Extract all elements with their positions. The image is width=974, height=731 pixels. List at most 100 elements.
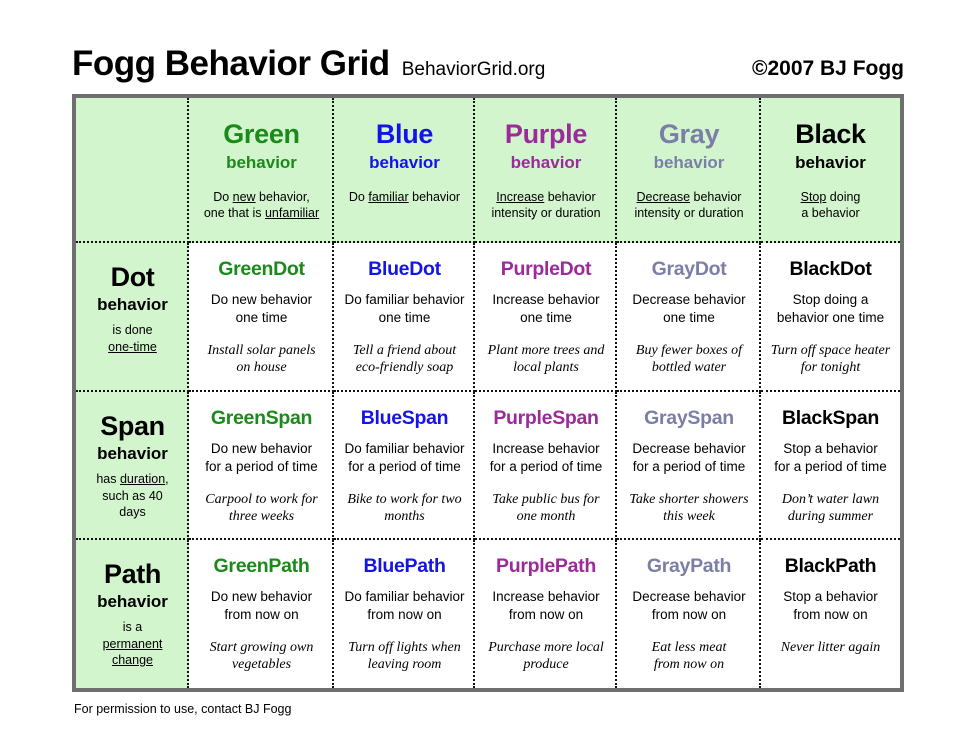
cell-title: GreenPath [213, 555, 310, 577]
grid-cell-bluedot[interactable]: BlueDot Do familiar behavior one time Tell … [334, 243, 475, 392]
column-header-title: Purple [504, 119, 588, 149]
cell-example: Bike to work for two months [347, 491, 462, 525]
page-header: Fogg Behavior Grid BehaviorGrid.org ©200… [72, 44, 904, 90]
cell-title: BlackPath [784, 555, 877, 577]
column-header-blue: Blue behavior Do familiar behavior [334, 98, 475, 243]
column-header-black: Black behavior Stop doing a behavior [761, 98, 900, 243]
cell-description: Decrease behavior from now on [632, 589, 746, 622]
cell-title: BlackSpan [781, 407, 879, 429]
row-header-path: Path behavior is a permanent change [76, 540, 189, 688]
column-header-title: Green [223, 119, 300, 149]
cell-example: Eat less meat from now on [651, 639, 727, 673]
row-header-subtitle: behavior [97, 295, 168, 315]
emphasised-term: permanent [102, 636, 163, 651]
cell-description: Decrease behavior for a period of time [632, 441, 746, 474]
cell-title: PurplePath [496, 555, 596, 577]
cell-title: GraySpan [644, 407, 734, 429]
cell-title: BluePath [363, 555, 446, 577]
cell-example: Never litter again [780, 639, 881, 655]
column-header-description: Decrease behavior intensity or duration [634, 190, 744, 221]
cell-example: Turn off lights when leaving room [348, 639, 461, 673]
emphasised-term: Stop [800, 190, 827, 205]
cell-title: GreenSpan [210, 407, 313, 429]
cell-title: BlueDot [368, 258, 441, 280]
grid-cell-greendot[interactable]: GreenDot Do new behavior one time Install s… [189, 243, 334, 392]
cell-example: Plant more trees and local plants [487, 342, 605, 376]
column-header-description: Do new behavior, one that is unfamiliar [203, 190, 320, 221]
behavior-grid: Green behavior Do new behavior, one that is… [76, 98, 900, 688]
grid-corner-cell [76, 98, 189, 243]
grid-cell-grayspan[interactable]: GraySpan Decrease behavior for a period of… [617, 392, 761, 540]
cell-description: Stop doing a behavior one time [776, 292, 885, 325]
column-header-subtitle: behavior [226, 153, 297, 173]
cell-example: Don’t water lawn during summer [781, 491, 880, 525]
column-header-subtitle: behavior [510, 153, 582, 173]
cell-example: Turn off space heater for tonight [770, 342, 891, 376]
column-header-description: Stop doing a behavior [800, 190, 861, 221]
cell-example: Purchase more local produce [488, 639, 604, 673]
cell-example: Install solar panels on house [207, 342, 316, 376]
cell-title: GrayPath [646, 555, 732, 577]
grid-cell-graypath[interactable]: GrayPath Decrease behavior from now on Eat … [617, 540, 761, 688]
row-header-span: Span behavior has duration, such as 40 days [76, 392, 189, 540]
cell-description: Increase behavior from now on [492, 589, 600, 622]
column-header-title: Black [795, 119, 866, 149]
cell-description: Do familiar behavior for a period of time [344, 441, 465, 474]
grid-cell-blackspan[interactable]: BlackSpan Stop a behavior for a period of … [761, 392, 900, 540]
cell-description: Increase behavior for a period of time [489, 441, 603, 474]
row-header-description: is done one-time [108, 323, 157, 354]
cell-title: BlueSpan [360, 407, 449, 429]
grid-cell-blackdot[interactable]: BlackDot Stop doing a behavior one time Tur… [761, 243, 900, 392]
cell-description: Stop a behavior from now on [783, 589, 878, 622]
grid-cell-bluespan[interactable]: BlueSpan Do familiar behavior for a period… [334, 392, 475, 540]
column-header-description: Do familiar behavior [348, 190, 461, 205]
cell-example: Start growing own vegetables [209, 639, 314, 673]
row-header-description: is a permanent change [102, 620, 163, 668]
cell-description: Stop a behavior for a period of time [774, 441, 887, 474]
column-header-subtitle: behavior [795, 153, 866, 173]
row-header-title: Path [104, 559, 161, 589]
emphasised-term: familiar [368, 190, 409, 205]
column-header-title: Blue [375, 119, 434, 149]
cell-title: BlackDot [789, 258, 872, 280]
column-header-gray: Gray behavior Decrease behavior intensity o… [617, 98, 761, 243]
grid-cell-purpledot[interactable]: PurpleDot Increase behavior one time Plant … [475, 243, 617, 392]
grid-cell-bluepath[interactable]: BluePath Do familiar behavior from now on T… [334, 540, 475, 688]
cell-description: Decrease behavior one time [632, 292, 746, 325]
copyright-notice: ©2007 BJ Fogg [751, 57, 904, 80]
cell-description: Do familiar behavior from now on [344, 589, 465, 622]
cell-description: Do new behavior from now on [210, 589, 313, 622]
column-header-title: Gray [658, 119, 720, 149]
row-header-title: Dot [110, 262, 155, 292]
emphasised-term: Increase [496, 190, 545, 205]
grid-cell-greenspan[interactable]: GreenSpan Do new behavior for a period of … [189, 392, 334, 540]
column-header-purple: Purple behavior Increase behavior intensity… [475, 98, 617, 243]
permission-note: For permission to use, contact BJ Fogg [74, 702, 292, 716]
cell-description: Do new behavior for a period of time [205, 441, 318, 474]
row-header-subtitle: behavior [97, 444, 168, 464]
cell-description: Increase behavior one time [492, 292, 600, 325]
cell-title: PurpleDot [500, 258, 592, 280]
cell-example: Tell a friend about eco-friendly soap [352, 342, 457, 376]
column-header-green: Green behavior Do new behavior, one that is… [189, 98, 334, 243]
cell-title: GreenDot [218, 258, 305, 280]
behavior-grid-frame: Green behavior Do new behavior, one that is… [72, 94, 904, 692]
cell-title: GrayDot [651, 258, 727, 280]
row-header-title: Span [100, 411, 165, 441]
cell-example: Buy fewer boxes of bottled water [635, 342, 743, 376]
emphasised-term: Decrease [636, 190, 691, 205]
grid-cell-greenpath[interactable]: GreenPath Do new behavior from now on Start… [189, 540, 334, 688]
column-header-description: Increase behavior intensity or duration [491, 190, 601, 221]
emphasised-term: one-time [108, 339, 157, 354]
grid-cell-blackpath[interactable]: BlackPath Stop a behavior from now on Never… [761, 540, 900, 688]
grid-cell-graydot[interactable]: GrayDot Decrease behavior one time Buy fewe… [617, 243, 761, 392]
emphasised-term: duration [119, 472, 166, 487]
emphasised-term: change [111, 653, 153, 668]
page-title: Fogg Behavior Grid [72, 44, 390, 83]
cell-title: PurpleSpan [493, 407, 599, 429]
grid-cell-purplespan[interactable]: PurpleSpan Increase behavior for a period … [475, 392, 617, 540]
cell-description: Do familiar behavior one time [344, 292, 465, 325]
cell-example: Take shorter showers this week [629, 491, 749, 525]
grid-cell-purplepath[interactable]: PurplePath Increase behavior from now on Pu… [475, 540, 617, 688]
